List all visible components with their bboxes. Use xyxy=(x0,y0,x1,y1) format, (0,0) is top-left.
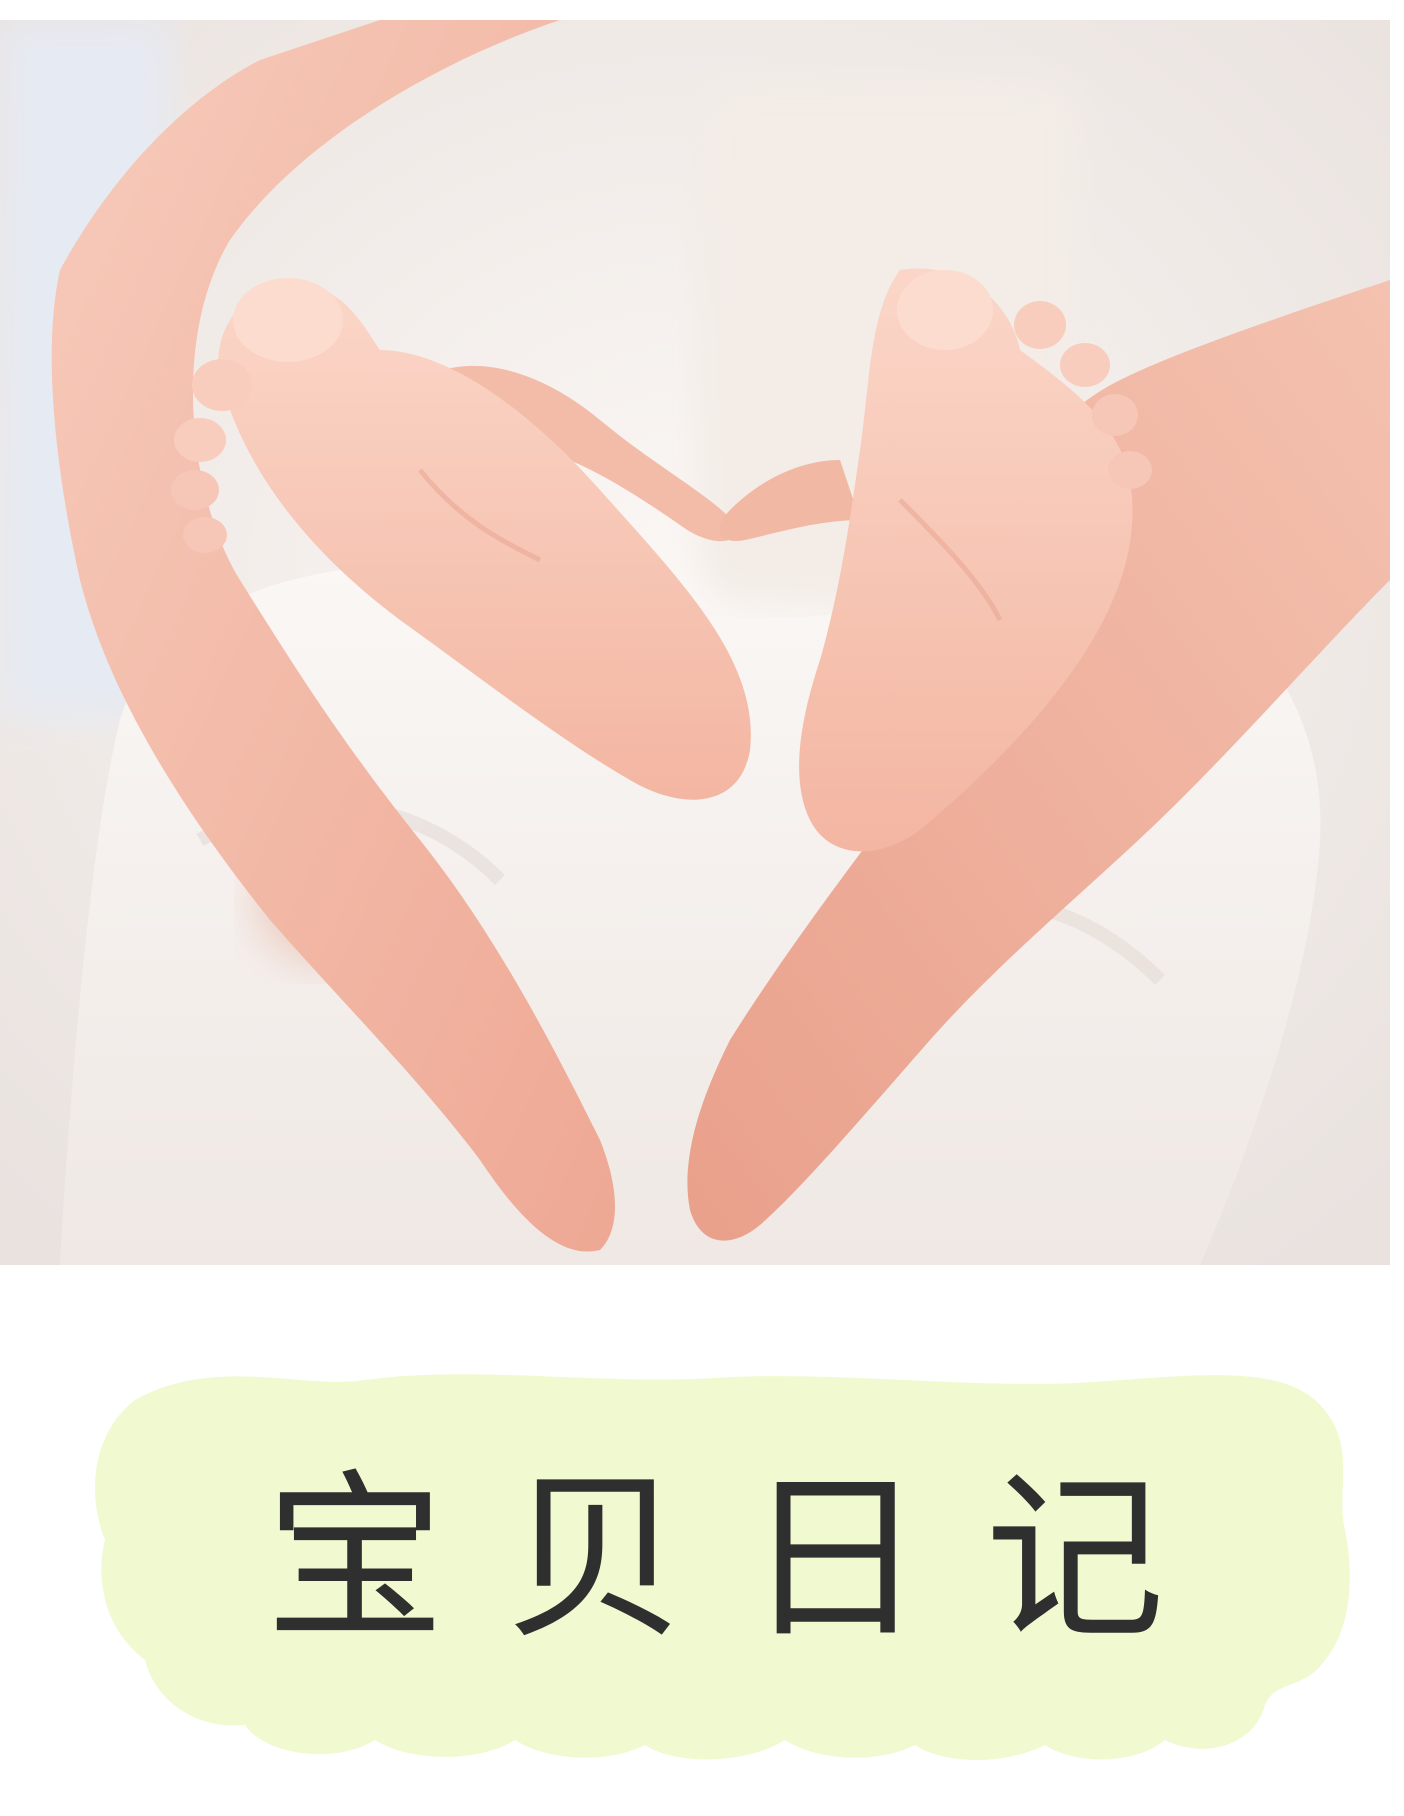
cloud-shape xyxy=(95,1374,1350,1760)
title-banner: 宝贝日记 xyxy=(75,1360,1355,1770)
title-text: 宝贝日记 xyxy=(264,1455,1225,1664)
baby-feet-heart-hands-icon xyxy=(0,20,1390,1265)
baby-feet-photo xyxy=(0,20,1390,1265)
